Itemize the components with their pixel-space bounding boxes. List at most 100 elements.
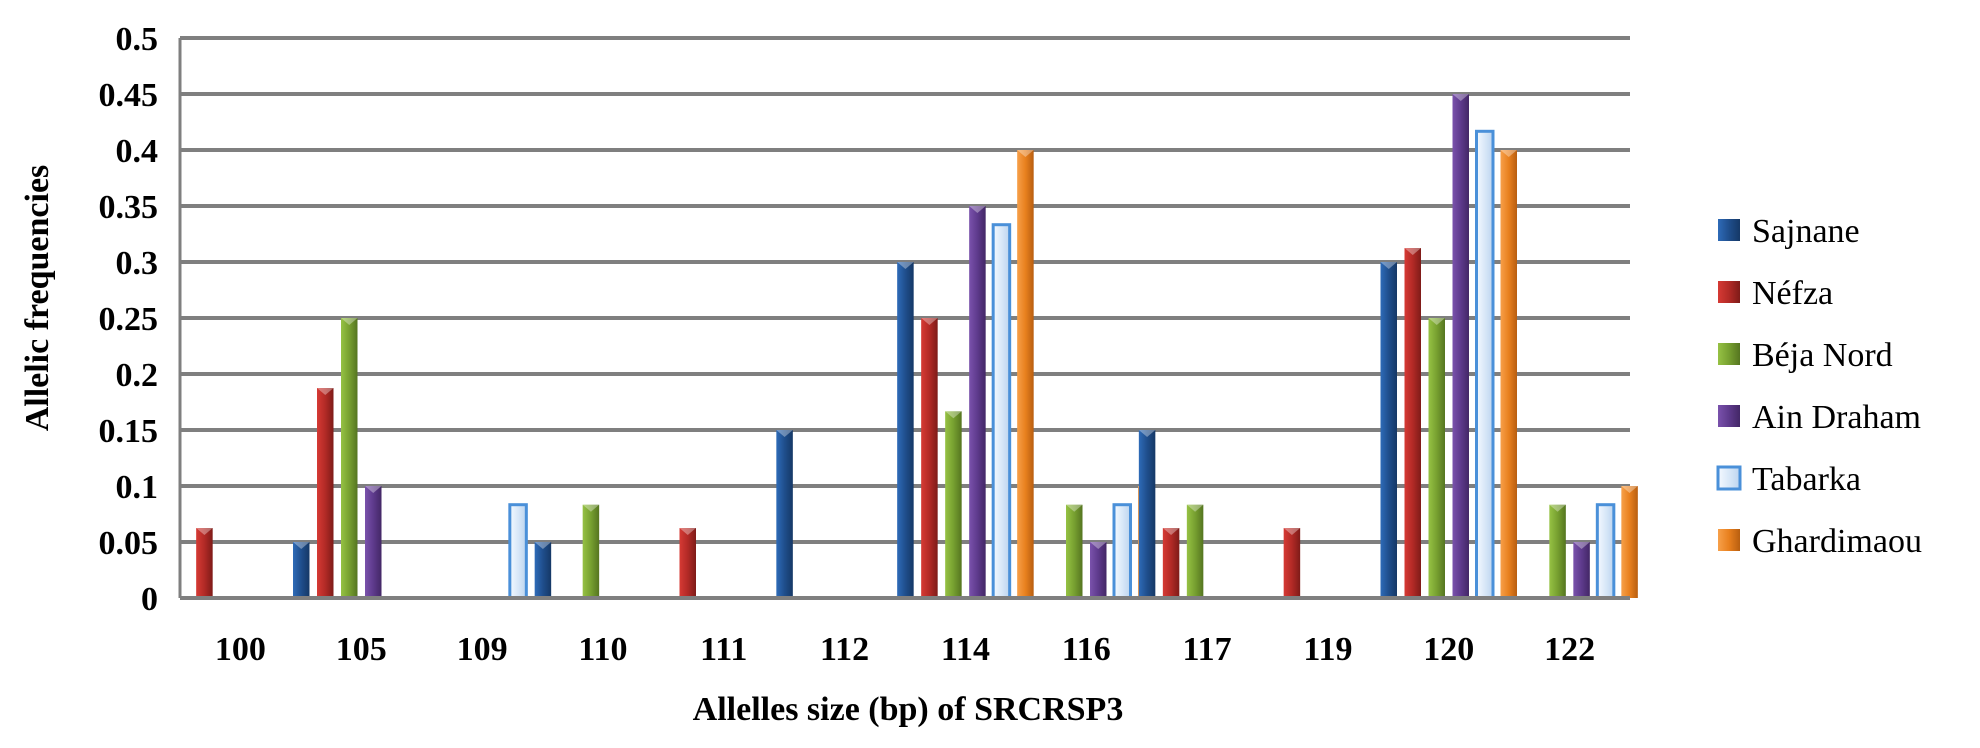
bar-n-fza-111 (679, 528, 696, 598)
x-tick-label: 117 (1183, 631, 1232, 668)
bar-cap (341, 318, 358, 325)
bar-cap (1090, 542, 1107, 549)
legend-label: Sajnane (1752, 213, 1860, 250)
bar-cap (196, 528, 213, 535)
legend-swatch (1718, 281, 1740, 303)
y-tick-label: 0.45 (99, 77, 159, 114)
bar-cap (969, 206, 986, 213)
bar-b-ja-nord-105 (341, 318, 358, 598)
bar-cap (1066, 504, 1083, 512)
bar-b-ja-nord-116 (1066, 504, 1083, 598)
bar-cap (582, 504, 600, 512)
legend-swatch (1718, 343, 1740, 365)
bar-cap (776, 430, 793, 437)
bar-tabarka-114 (991, 223, 1012, 600)
bar-b-ja-nord-117 (1186, 504, 1204, 598)
bar-n-fza-105 (317, 388, 334, 598)
bar-ain-draham-122 (1573, 542, 1590, 598)
legend-label: Ain Draham (1752, 399, 1921, 436)
legend-swatch (1718, 219, 1740, 241)
bar-cap (1017, 150, 1034, 157)
bar-sajnane-105 (293, 542, 310, 598)
legend-label: Tabarka (1752, 461, 1861, 498)
y-tick-label: 0.4 (116, 133, 159, 170)
bar-cap (1549, 504, 1566, 512)
bar-cap (1162, 528, 1180, 535)
bar-b-ja-nord-122 (1549, 504, 1566, 598)
bar-cap (1138, 430, 1156, 437)
bar-cap (1380, 262, 1397, 269)
bar-tabarka-116 (1112, 503, 1132, 600)
y-tick-label: 0 (141, 581, 158, 618)
bar-cap (317, 388, 334, 395)
bar-cap (365, 486, 382, 493)
bar-cap (1186, 504, 1204, 512)
bar-cap (679, 528, 696, 535)
y-tick-label: 0.25 (99, 301, 159, 338)
x-tick-label: 105 (336, 631, 387, 668)
y-tick-label: 0.2 (116, 357, 159, 394)
bar-cap (1404, 248, 1421, 255)
bar-ghardimaou-122 (1621, 486, 1638, 598)
x-tick-label: 110 (578, 631, 627, 668)
x-tick-label: 109 (457, 631, 508, 668)
x-axis-title: Allelles size (bp) of SRCRSP3 (693, 691, 1124, 728)
y-tick-label: 0.15 (99, 413, 159, 450)
bar-tabarka-120 (1475, 129, 1495, 600)
x-tick-label: 111 (700, 631, 747, 668)
bar-n-fza-119 (1283, 528, 1301, 598)
y-axis-title: Allelic frequencies (19, 165, 56, 432)
bar-ain-draham-116 (1090, 542, 1107, 598)
bar-cap (1573, 542, 1590, 549)
bar-ain-draham-105 (365, 486, 382, 598)
axes: 0 0.05 0.1 0.15 0.2 0.25 0.3 0.35 0.4 0.45 0.5 100 1… (99, 21, 1630, 668)
legend-swatch (1718, 405, 1740, 427)
bar-sajnane-112 (776, 430, 793, 598)
legend-swatch (1718, 529, 1740, 551)
bar-ghardimaou-114 (1017, 150, 1034, 598)
legend-label: Béja Nord (1752, 337, 1893, 374)
x-tick-label: 114 (941, 631, 990, 668)
bar-b-ja-nord-120 (1428, 318, 1445, 598)
bar-sajnane-120 (1380, 262, 1397, 598)
bar-b-ja-nord-110 (582, 504, 600, 598)
y-tick-label: 0.1 (116, 469, 159, 506)
bars (196, 94, 1638, 600)
bar-cap (1500, 150, 1517, 157)
bar-n-fza-114 (921, 318, 938, 598)
legend-label: Néfza (1752, 275, 1833, 312)
y-tick-label: 0.05 (99, 525, 159, 562)
bar-sajnane-117 (1138, 430, 1156, 598)
bar-n-fza-100 (196, 528, 213, 598)
bar-ghardimaou-120 (1500, 150, 1517, 598)
y-tick-label: 0.3 (116, 245, 159, 282)
bar-cap (1428, 318, 1445, 325)
legend: Sajnane Néfza Béja Nord Ain Draham Tabarka Gh… (1716, 213, 1922, 560)
bar-cap (945, 411, 962, 419)
bar-cap (921, 318, 938, 325)
bar-tabarka-109 (508, 503, 528, 600)
x-tick-label: 116 (1062, 631, 1111, 668)
bar-cap (534, 542, 552, 549)
bar-n-fza-120 (1404, 248, 1421, 598)
bar-b-ja-nord-114 (945, 411, 962, 598)
legend-swatch (1716, 465, 1742, 491)
bar-cap (897, 262, 914, 269)
x-tick-label: 100 (215, 631, 266, 668)
bar-ain-draham-114 (969, 206, 986, 598)
x-tick-label: 120 (1423, 631, 1474, 668)
x-tick-label: 119 (1303, 631, 1352, 668)
bar-tabarka-122 (1595, 503, 1616, 600)
bar-ain-draham-120 (1452, 94, 1469, 598)
bar-sajnane-110 (534, 542, 552, 598)
bar-cap (1283, 528, 1301, 535)
y-tick-label: 0.35 (99, 189, 159, 226)
bar-cap (293, 542, 310, 549)
bar-cap (1621, 486, 1638, 493)
legend-label: Ghardimaou (1752, 523, 1922, 560)
y-tick-label: 0.5 (116, 21, 159, 58)
x-tick-label: 122 (1544, 631, 1595, 668)
x-tick-label: 112 (820, 631, 869, 668)
bar-sajnane-114 (897, 262, 914, 598)
